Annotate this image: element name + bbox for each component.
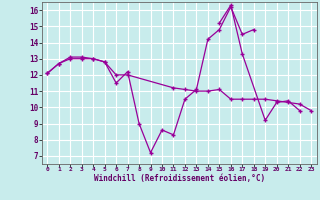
X-axis label: Windchill (Refroidissement éolien,°C): Windchill (Refroidissement éolien,°C) xyxy=(94,174,265,183)
